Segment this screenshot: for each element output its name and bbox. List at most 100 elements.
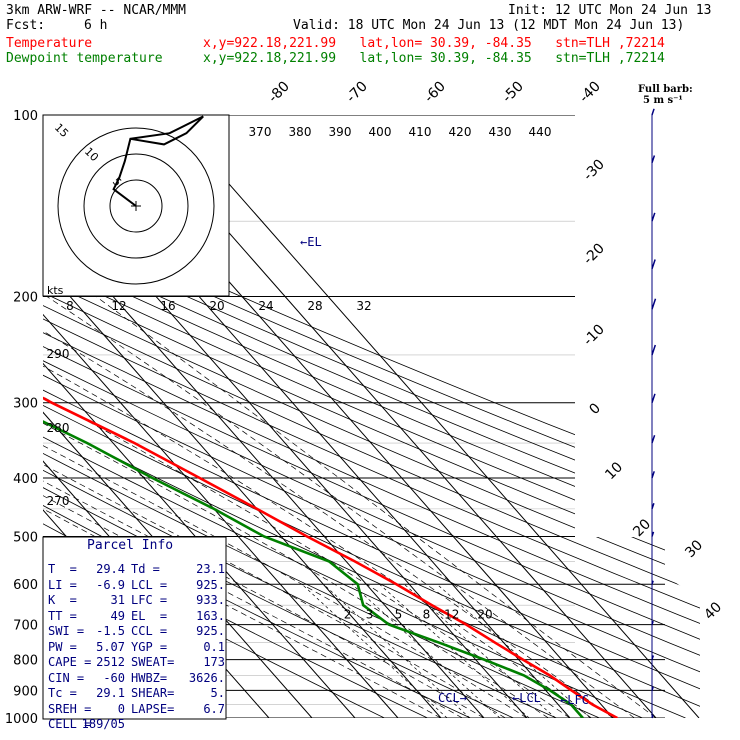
parcel-cell-9-3: 6.7 <box>203 701 225 716</box>
pressure-label-100: 100 <box>13 109 38 124</box>
profile-point-0-14 <box>494 641 496 644</box>
dry-adiabat-450 <box>43 115 700 718</box>
parcel-cell-6-0: CAPE = <box>48 655 92 669</box>
isotherm-label-8: 0 <box>586 400 604 418</box>
profile-point-1-12 <box>362 604 365 606</box>
parcel-cell-5-2: YGP = <box>131 639 168 654</box>
isotherm-0 <box>43 115 485 718</box>
parcel-cell-5-1: 5.07 <box>96 639 125 654</box>
profile-point-0-7 <box>198 477 201 479</box>
wind-barb-800 <box>651 655 655 660</box>
wind-barb-500 <box>651 531 655 537</box>
wind-barb-100 <box>651 108 655 116</box>
dry-adiabat-320 <box>43 115 686 718</box>
pressure-label-500: 500 <box>13 530 38 545</box>
isotherm-label-4: -40 <box>576 78 603 105</box>
speed-label-24: 24 <box>258 299 273 313</box>
parcel-cell-5-0: PW = <box>48 639 77 654</box>
dry-adiabat-400 <box>43 115 700 718</box>
dry-adiabat-310 <box>43 115 643 718</box>
wind-barb-450 <box>651 503 655 510</box>
parcel-cell-1-2: LCL = <box>131 577 168 592</box>
pressure-label-1000: 1000 <box>5 712 38 727</box>
dry-adiabat-350 <box>43 115 700 718</box>
parcel-cell-2-1: 31 <box>110 593 125 607</box>
parcel-cell-4-0: SWI = <box>48 624 85 638</box>
profile-line-0 <box>43 115 618 718</box>
moist-adiabat-20 <box>43 296 571 718</box>
speed-label-12: 12 <box>111 299 126 313</box>
valid-label: Valid: 18 UTC Mon 24 Jun 13 (12 MDT Mon … <box>293 18 685 33</box>
annotation-ccl: CCL→ <box>438 691 467 705</box>
profile-point-0-13 <box>465 623 468 626</box>
fcst-label: Fcst: <box>6 18 46 33</box>
dry-adiabat-460 <box>43 115 700 718</box>
theta-label-left-290: 290 <box>47 347 70 361</box>
parcel-cell-7-2: HWBZ= <box>131 670 168 685</box>
full-barb-label: Full barb: <box>638 84 693 95</box>
profile-point-1-7 <box>151 477 154 479</box>
wind-barb-210 <box>651 298 657 310</box>
mixing-ratio-label-2: 2 <box>344 608 352 622</box>
profile-point-0-19 <box>616 717 619 718</box>
isotherm-label-10: 20 <box>630 516 654 540</box>
moist-adiabat-15 <box>43 296 549 718</box>
theta-label-top-430: 430 <box>489 125 512 139</box>
pressure-label-900: 900 <box>13 684 38 699</box>
wind-barb-300 <box>651 393 656 403</box>
isotherm--10 <box>43 115 442 718</box>
mixing-ratio-label-8: 8 <box>423 608 431 622</box>
fcst-value: 6 h <box>84 18 108 33</box>
profile-point-0-16 <box>548 674 551 677</box>
wind-barb-120 <box>651 155 656 163</box>
profile-point-1-9 <box>263 535 265 538</box>
profile-point-1-11 <box>356 583 359 585</box>
profile-point-0-12 <box>431 604 433 606</box>
mixing-ratio-2 <box>301 583 448 718</box>
profile-point-1-13 <box>388 623 390 626</box>
profile-point-1-8 <box>213 508 215 510</box>
model-label: 3km ARW-WRF -- NCAR/MMM <box>6 3 187 18</box>
moist-adiabat-40 <box>95 296 657 718</box>
wind-barbs <box>651 108 657 719</box>
moist-adiabat-0 <box>43 296 485 718</box>
theta-label-left-280: 280 <box>47 421 70 435</box>
isotherm-50 <box>167 115 700 718</box>
dry-adiabat-360 <box>43 115 700 718</box>
theta-label-top-370: 370 <box>249 125 272 139</box>
isotherm-label-6: -20 <box>580 240 607 267</box>
mixing-ratio-label-20: 20 <box>477 608 492 622</box>
init-label: Init: 12 UTC Mon 24 Jun 13 <box>508 3 712 18</box>
isotherm-label-12: 40 <box>701 599 725 623</box>
wind-barb-700 <box>651 620 654 625</box>
parcel-cell-0-0: T = <box>48 562 77 576</box>
annotation-lcl: ←LCL <box>512 691 541 705</box>
speed-label-8: 8 <box>66 299 74 313</box>
mixing-ratio-label-3: 3 <box>366 608 374 622</box>
hodograph-ring-3 <box>57 127 215 285</box>
profile-point-0-8 <box>256 508 258 510</box>
wind-barb-350 <box>651 435 656 444</box>
parcel-cell-4-3: 925. <box>196 624 225 638</box>
hodograph-trace <box>112 115 204 207</box>
profiles <box>4 115 619 718</box>
parcel-cell-8-3: 5. <box>210 686 225 700</box>
parcel-cell-1-1: -6.9 <box>96 577 125 592</box>
parcel-cell-2-0: K = <box>48 593 77 607</box>
isotherm-label-11: 30 <box>682 537 706 561</box>
wind-barb-600 <box>651 580 654 585</box>
profile-point-1-5 <box>4 402 6 404</box>
theta-label-top-420: 420 <box>449 125 472 139</box>
parcel-cell-1-0: LI = <box>48 577 77 592</box>
wind-barb-180 <box>651 259 656 270</box>
parcel-cell-0-1: 29.4 <box>96 562 125 576</box>
dry-adiabat-480 <box>43 115 700 718</box>
dry-adiabat-370 <box>43 115 700 718</box>
parcel-cell-7-1: -60 <box>103 670 125 685</box>
parcel-cell-9-1: 0 <box>117 701 125 716</box>
profile-point-1-16 <box>523 674 525 677</box>
temperature-legend: Temperature <box>6 36 93 51</box>
